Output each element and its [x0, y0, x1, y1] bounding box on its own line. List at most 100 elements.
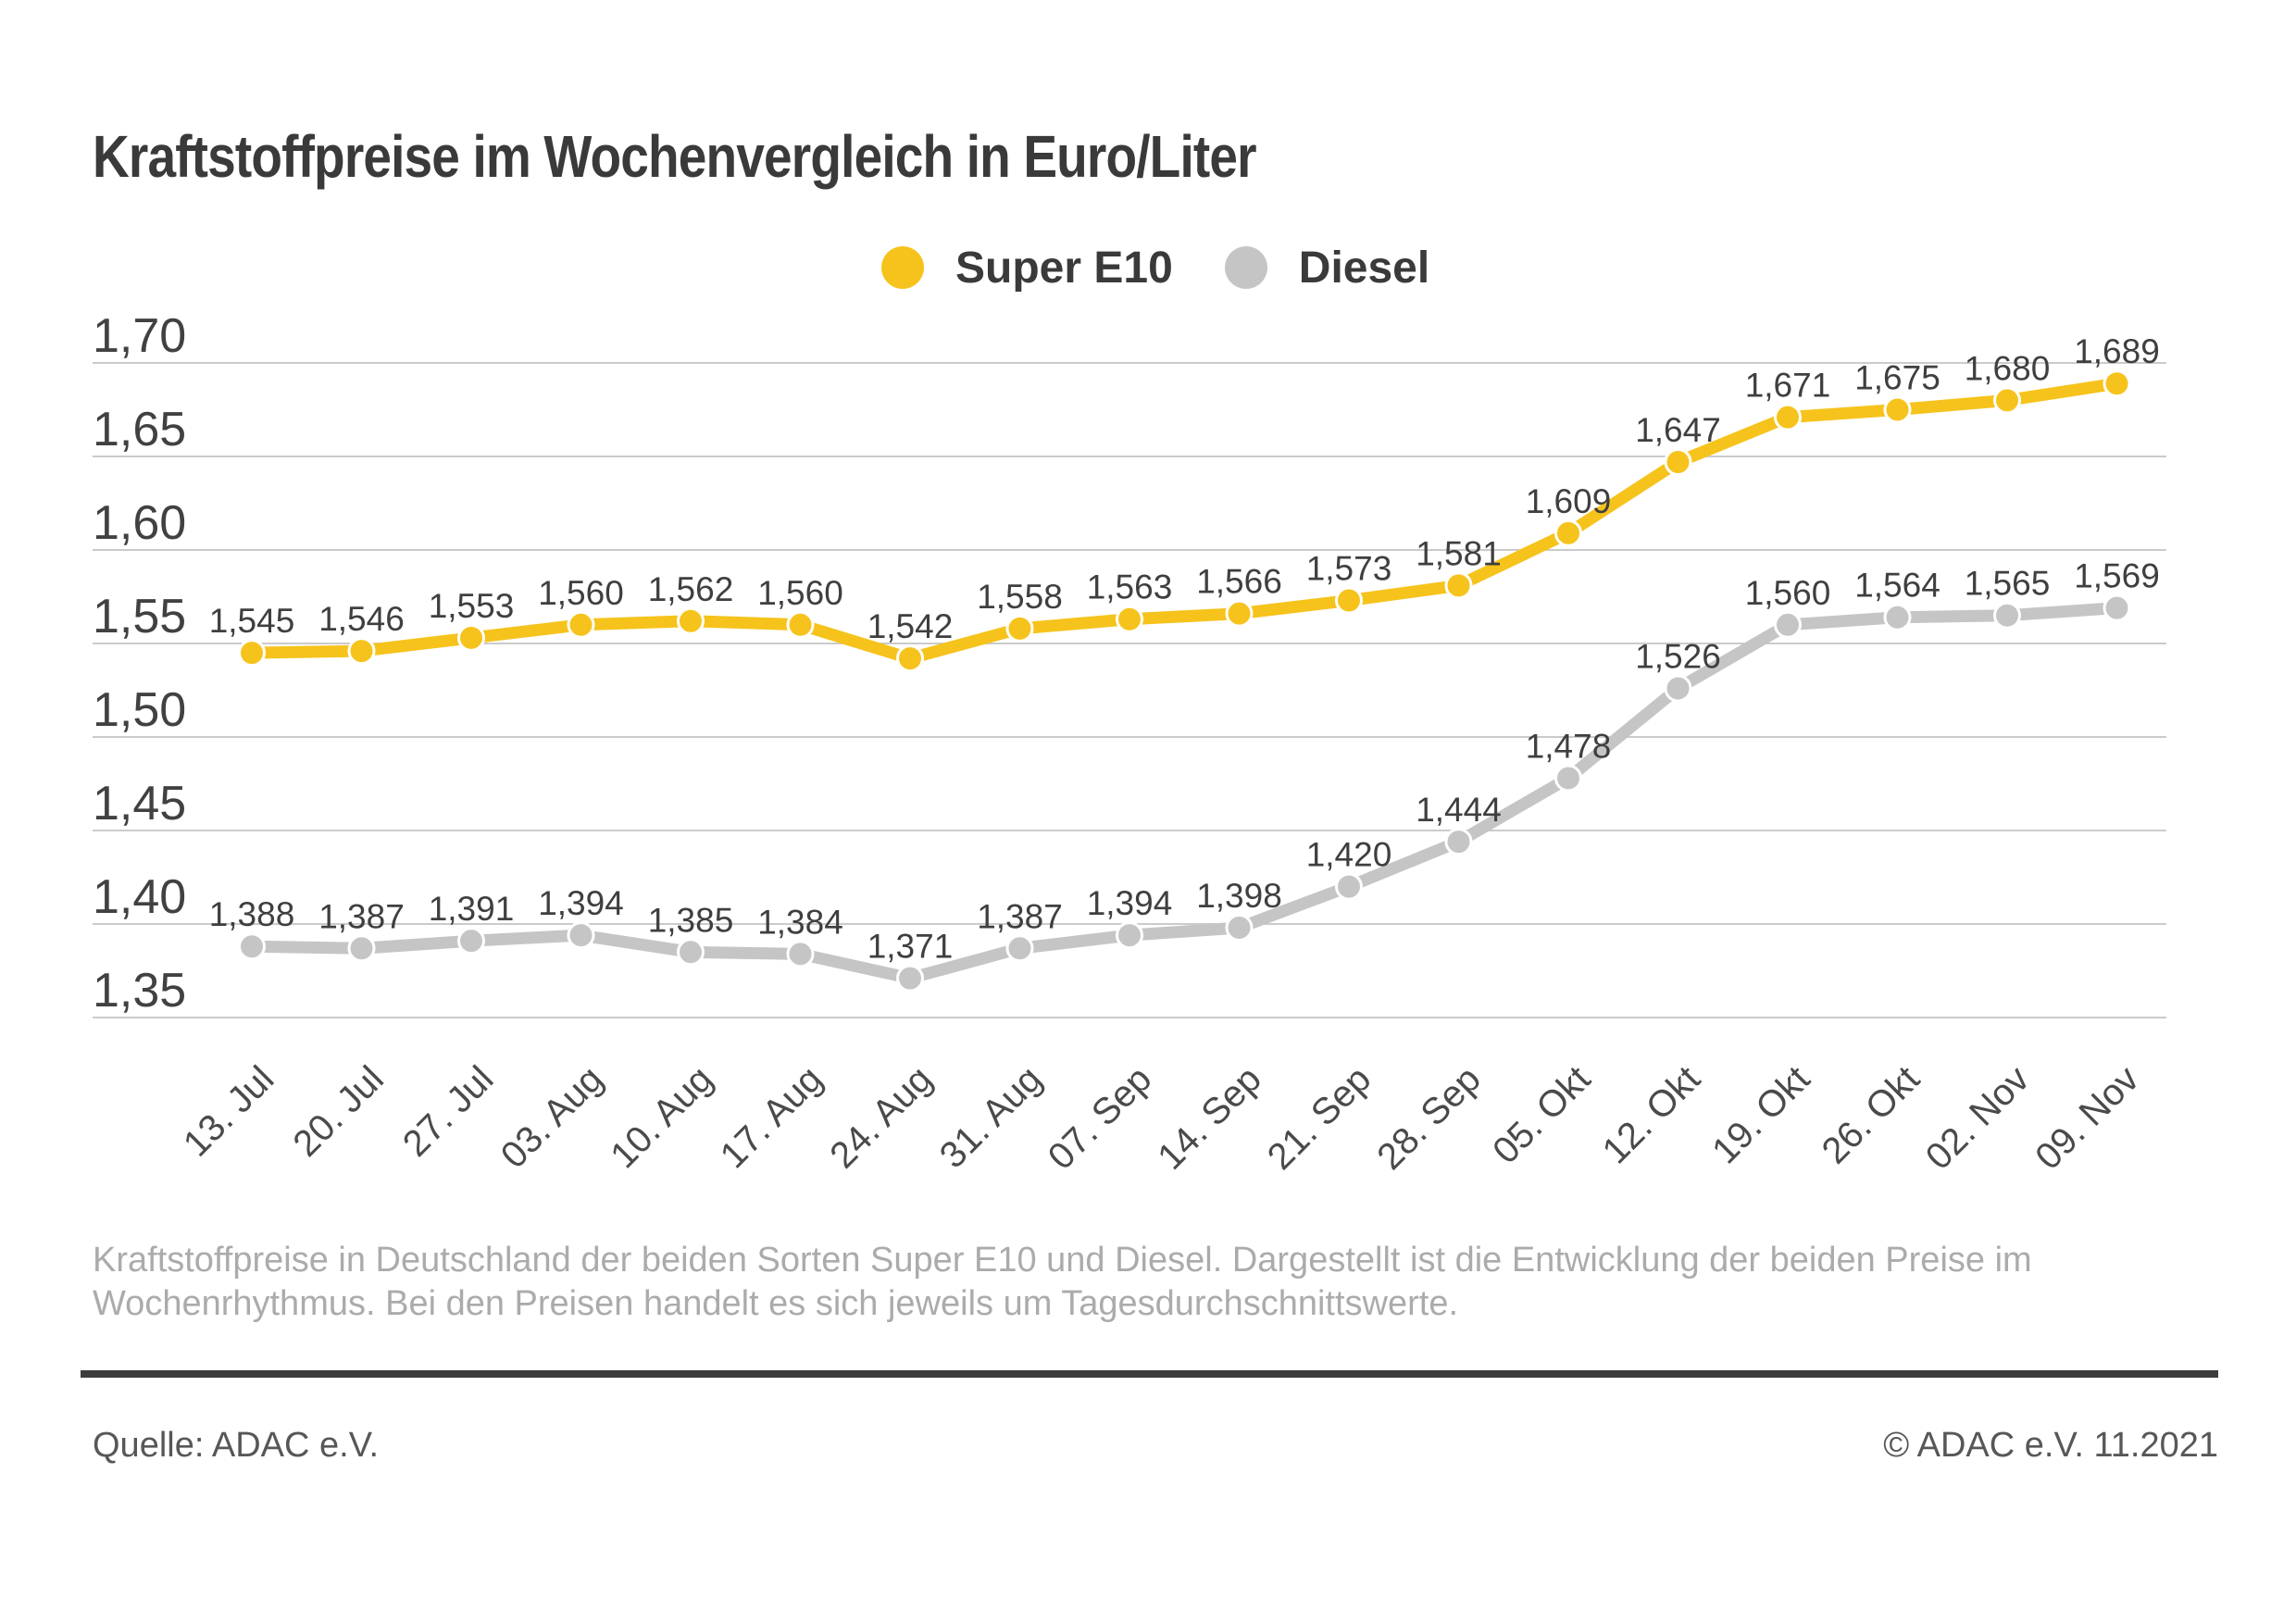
data-point-marker-diesel-13 [1664, 674, 1692, 703]
y-axis-tick-label: 1,70 [93, 309, 186, 363]
data-point-label-diesel-8: 1,394 [1087, 884, 1173, 922]
x-axis-tick-label: 17. Aug [713, 1058, 830, 1176]
data-point-label-diesel-13: 1,526 [1635, 637, 1721, 675]
source-text: Quelle: ADAC e.V. [93, 1426, 380, 1465]
data-point-label-super-e10-15: 1,675 [1854, 359, 1940, 397]
data-point-marker-super-e10-6 [896, 644, 924, 673]
series-line-diesel [245, 602, 2123, 985]
x-axis-tick-label: 09. Nov [2028, 1058, 2147, 1178]
data-point-marker-diesel-1 [347, 934, 376, 963]
y-axis-tick-label: 1,45 [93, 777, 186, 830]
x-axis-tick-label: 10. Aug [603, 1058, 720, 1176]
data-point-marker-diesel-14 [1774, 610, 1802, 639]
data-point-marker-super-e10-5 [786, 610, 815, 639]
caption-line-2: Wochenrhythmus. Bei den Preisen handelt … [93, 1284, 1459, 1323]
data-point-marker-super-e10-7 [1005, 614, 1034, 643]
data-point-label-diesel-6: 1,371 [867, 928, 954, 966]
y-axis-tick-label: 1,55 [93, 590, 186, 643]
data-point-marker-diesel-3 [567, 921, 595, 950]
data-point-label-diesel-10: 1,420 [1306, 836, 1392, 874]
legend-dot-diesel-icon [1224, 246, 1267, 289]
x-axis-tick-label: 02. Nov [1918, 1058, 2038, 1178]
x-axis-tick-label: 26. Okt [1815, 1058, 1928, 1171]
x-axis-tick-label: 13. Jul [176, 1058, 281, 1164]
data-point-marker-diesel-5 [786, 940, 815, 968]
copyright-text: © ADAC e.V. 11.2021 [1883, 1426, 2218, 1465]
x-axis-tick-label: 21. Sep [1260, 1058, 1379, 1178]
data-point-marker-super-e10-17 [2103, 369, 2131, 398]
data-point-marker-super-e10-15 [1883, 395, 1912, 424]
chart-legend: Super E10 Diesel [881, 241, 1429, 294]
x-axis-tick-label: 31. Aug [932, 1058, 1050, 1176]
data-point-marker-super-e10-16 [1993, 386, 2021, 415]
x-axis-tick-label: 07. Sep [1041, 1058, 1160, 1178]
legend-label-diesel: Diesel [1298, 243, 1430, 293]
x-axis-tick-label: 28. Sep [1369, 1058, 1489, 1178]
data-point-marker-diesel-0 [238, 932, 266, 961]
data-point-label-super-e10-4: 1,562 [648, 570, 734, 608]
data-point-label-diesel-4: 1,385 [648, 901, 734, 939]
data-point-label-diesel-5: 1,384 [757, 903, 843, 941]
data-point-label-diesel-7: 1,387 [977, 897, 1063, 935]
data-point-marker-super-e10-4 [677, 606, 705, 635]
x-axis-tick-label: 24. Aug [822, 1058, 940, 1176]
page-title: Kraftstoffpreise im Wochenvergleich in E… [93, 123, 1257, 190]
data-point-marker-diesel-4 [677, 938, 705, 967]
legend-item-super-e10: Super E10 [881, 243, 1173, 293]
legend-dot-super-e10-icon [881, 246, 924, 289]
data-point-marker-diesel-7 [1005, 934, 1034, 963]
y-axis-tick-label: 1,40 [93, 870, 186, 924]
legend-label-super-e10: Super E10 [955, 243, 1173, 293]
data-point-label-super-e10-2: 1,553 [429, 587, 515, 625]
data-point-label-super-e10-7: 1,558 [977, 578, 1063, 616]
data-point-marker-diesel-6 [896, 964, 924, 993]
data-point-label-diesel-3: 1,394 [538, 884, 624, 922]
caption-line-1: Kraftstoffpreise in Deutschland der beid… [93, 1241, 2032, 1280]
data-point-label-super-e10-17: 1,689 [2074, 332, 2160, 370]
data-point-label-super-e10-1: 1,546 [318, 600, 405, 638]
data-point-label-diesel-1: 1,387 [318, 897, 405, 935]
data-point-marker-diesel-10 [1335, 872, 1363, 901]
data-point-marker-super-e10-9 [1225, 599, 1254, 628]
data-point-label-diesel-2: 1,391 [429, 890, 515, 928]
data-point-marker-diesel-9 [1225, 914, 1254, 943]
x-axis-tick-label: 20. Jul [285, 1058, 391, 1164]
x-axis-tick-label: 03. Aug [493, 1058, 611, 1176]
x-axis-tick-label: 14. Sep [1150, 1058, 1269, 1178]
footer-divider [81, 1370, 2218, 1378]
data-point-marker-diesel-15 [1883, 603, 1912, 631]
data-point-marker-super-e10-11 [1444, 571, 1473, 600]
y-axis-tick-label: 1,65 [93, 403, 186, 456]
data-point-label-diesel-16: 1,565 [1965, 565, 2051, 603]
data-point-label-super-e10-10: 1,573 [1306, 550, 1392, 588]
data-point-label-super-e10-16: 1,680 [1965, 349, 2051, 387]
legend-item-diesel: Diesel [1224, 243, 1430, 293]
data-point-marker-diesel-11 [1444, 828, 1473, 856]
y-axis-tick-label: 1,60 [93, 496, 186, 550]
data-point-marker-diesel-12 [1554, 764, 1582, 793]
data-point-marker-super-e10-10 [1335, 586, 1363, 615]
y-axis-tick-label: 1,35 [93, 964, 186, 1018]
data-point-label-super-e10-3: 1,560 [538, 574, 624, 612]
data-point-label-diesel-0: 1,388 [209, 895, 295, 933]
x-axis-tick-label: 27. Jul [395, 1058, 501, 1164]
data-point-marker-super-e10-8 [1116, 605, 1143, 633]
data-point-marker-super-e10-13 [1664, 448, 1692, 477]
data-point-label-super-e10-12: 1,609 [1526, 482, 1612, 520]
data-point-label-diesel-9: 1,398 [1196, 877, 1282, 915]
data-point-label-diesel-15: 1,564 [1854, 567, 1940, 605]
x-axis-tick-label: 19. Okt [1704, 1058, 1817, 1171]
data-point-label-diesel-14: 1,560 [1745, 574, 1831, 612]
data-point-marker-diesel-16 [1993, 601, 2021, 630]
data-point-marker-super-e10-3 [567, 610, 595, 639]
data-point-marker-diesel-17 [2103, 593, 2131, 622]
x-axis-tick-label: 12. Okt [1595, 1058, 1708, 1171]
data-point-marker-diesel-2 [457, 927, 485, 955]
data-point-label-super-e10-11: 1,581 [1416, 534, 1502, 572]
data-point-marker-diesel-8 [1116, 921, 1143, 950]
data-point-label-super-e10-8: 1,563 [1087, 568, 1173, 606]
data-point-label-diesel-11: 1,444 [1416, 791, 1502, 829]
data-point-marker-super-e10-2 [457, 623, 485, 652]
